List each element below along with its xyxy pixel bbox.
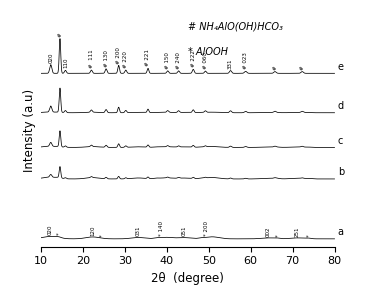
Text: *: * <box>56 233 61 236</box>
Text: # 222: # 222 <box>191 51 196 68</box>
Text: # 023: # 023 <box>243 52 248 70</box>
Text: b: b <box>338 167 344 177</box>
Text: #: # <box>300 65 305 70</box>
Text: 031: 031 <box>136 226 141 236</box>
Text: #: # <box>57 32 62 37</box>
Text: #  111: # 111 <box>89 50 94 68</box>
Text: * 200: * 200 <box>204 221 209 236</box>
Text: # NH₄AlO(OH)HCO₃: # NH₄AlO(OH)HCO₃ <box>188 22 283 32</box>
Text: e: e <box>338 62 344 72</box>
Y-axis label: Intensity (a.u): Intensity (a.u) <box>23 89 36 172</box>
Text: a: a <box>338 227 344 237</box>
Text: *: * <box>276 234 280 237</box>
Text: # 240: # 240 <box>176 52 181 69</box>
Text: 051: 051 <box>182 226 187 236</box>
Text: 331: 331 <box>228 58 233 69</box>
Text: # 150: # 150 <box>165 52 170 69</box>
Text: # 130: # 130 <box>104 50 108 67</box>
Text: #: # <box>273 65 277 70</box>
Text: *: * <box>306 234 311 237</box>
Text: # 060: # 060 <box>203 52 208 69</box>
Text: 020: 020 <box>48 52 53 63</box>
Text: *: * <box>99 234 104 237</box>
Text: 251: 251 <box>295 226 300 237</box>
Text: 110: 110 <box>63 58 68 68</box>
Text: 020: 020 <box>48 225 53 235</box>
Text: # 200: # 200 <box>116 46 121 64</box>
Text: # 220: # 220 <box>123 51 128 68</box>
Text: * 140: * 140 <box>159 221 164 236</box>
Text: # 221: # 221 <box>146 50 150 67</box>
X-axis label: 2θ  (degree): 2θ (degree) <box>151 272 224 285</box>
Text: d: d <box>338 101 344 111</box>
Text: * AlOOH: * AlOOH <box>188 47 228 57</box>
Text: c: c <box>338 136 343 146</box>
Text: 120: 120 <box>90 225 95 236</box>
Text: 002: 002 <box>266 226 271 237</box>
